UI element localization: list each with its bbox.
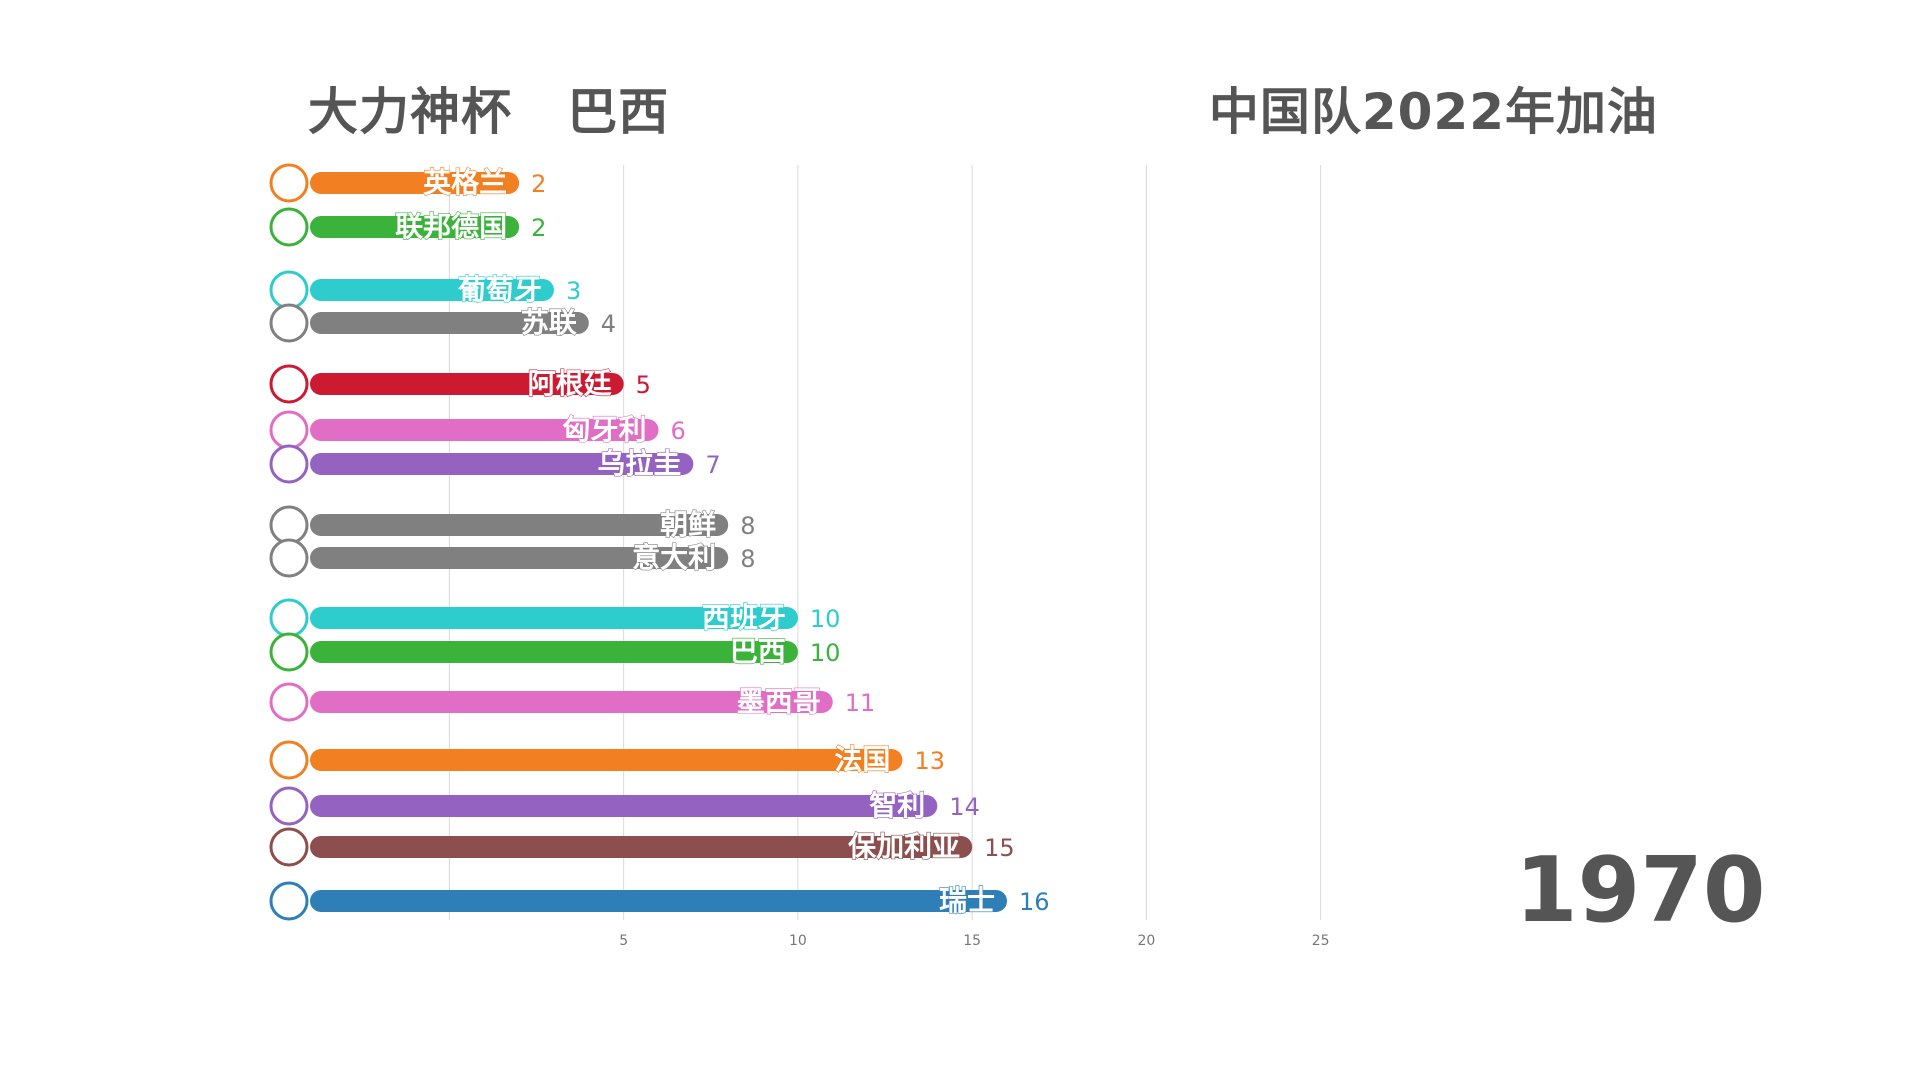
bar-row: 阿根廷 5 [269,364,651,404]
bar-value-label: 15 [984,834,1015,862]
bar-row: 英格兰 2 [269,163,546,203]
bar-value-label: 2 [531,214,546,242]
bar-row: 保加利亚 15 [269,827,1015,867]
bar-row: 法国 13 [269,740,945,780]
bar-row: 巴西 10 [269,632,841,672]
bar-marker-circle [269,270,309,310]
bar-value-label: 16 [1019,888,1050,916]
bar-marker-circle [269,786,309,826]
bar-value-label: 14 [949,793,980,821]
bar-category-label: 瑞士 [939,884,995,917]
bar-marker-circle [269,740,309,780]
bar-category-label: 联邦德国 [395,210,507,243]
bar-value-label: 8 [740,512,755,540]
bar-marker-circle [269,827,309,867]
bar-value-label: 6 [671,417,686,445]
bar-category-label: 苏联 [521,306,577,339]
bar-row: 葡萄牙 3 [269,270,581,310]
bar [310,419,659,441]
bar-category-label: 乌拉圭 [597,447,681,480]
bar-category-label: 阿根廷 [528,367,612,400]
bar [310,836,973,858]
bar [310,547,729,569]
chart-title-left: 大力神杯 巴西 [308,83,670,141]
bar-value-label: 8 [740,545,755,573]
bar [310,373,624,395]
bar [310,216,520,238]
bar [310,312,589,334]
bar-category-label: 葡萄牙 [458,273,542,306]
bar [310,795,938,817]
bar-row: 乌拉圭 7 [269,444,721,484]
bar-value-label: 10 [810,639,841,667]
bar-marker-circle [269,881,309,921]
bar-marker-circle [269,364,309,404]
bar-marker-circle [269,207,309,247]
bar [310,514,729,536]
bar-row: 苏联 4 [269,303,616,343]
bar-category-label: 墨西哥 [737,685,821,718]
bar-marker-circle [269,410,309,450]
bar [310,749,903,771]
bar-marker-circle [269,444,309,484]
bar-row: 墨西哥 11 [269,682,876,722]
bar-category-label: 巴西 [730,635,786,668]
chart-title-right: 中国队2022年加油 [1208,83,1658,141]
x-tick-label: 20 [1137,933,1155,949]
grid-lines [448,165,1322,920]
bar-category-label: 朝鲜 [660,508,716,541]
bar [310,279,554,301]
bar-value-label: 2 [531,170,546,198]
bar [310,453,694,475]
bar-value-label: 10 [810,605,841,633]
bar-category-label: 智利 [869,789,925,822]
bar-marker-circle [269,682,309,722]
bar-marker-circle [269,538,309,578]
bar-value-label: 11 [845,689,876,717]
year-label: 1970 [1515,838,1766,943]
bar-category-label: 西班牙 [702,601,786,634]
x-axis-ticks: 5 10 15 20 25 [619,933,1329,949]
bar-marker-circle [269,163,309,203]
bar-marker-circle [269,505,309,545]
bar-category-label: 保加利亚 [848,830,960,863]
bar-row: 匈牙利 6 [269,410,686,450]
bar-category-label: 匈牙利 [562,413,646,446]
bar-category-label: 意大利 [632,541,716,574]
bar-value-label: 13 [914,747,945,775]
x-tick-label: 10 [789,933,807,949]
bar-row: 瑞士 16 [269,881,1050,921]
bar [310,641,798,663]
x-tick-label: 15 [963,933,981,949]
x-tick-label: 5 [619,933,628,949]
bar-category-label: 法国 [834,743,890,776]
bar [310,890,1007,912]
bar-row: 意大利 8 [269,538,755,578]
bar [310,691,833,713]
bar-value-label: 7 [705,451,720,479]
bar-value-label: 3 [566,277,581,305]
x-tick-label: 25 [1312,933,1330,949]
bar-marker-circle [269,598,309,638]
bar-row: 联邦德国 2 [269,207,546,247]
bar-marker-circle [269,303,309,343]
bar-category-label: 英格兰 [423,166,507,199]
bar-row: 智利 14 [269,786,980,826]
bar-value-label: 5 [636,371,651,399]
bar-row: 西班牙 10 [269,598,841,638]
bar [310,172,520,194]
bar-row: 朝鲜 8 [269,505,755,545]
bar [310,607,798,629]
bar-value-label: 4 [601,310,616,338]
bar-marker-circle [269,632,309,672]
